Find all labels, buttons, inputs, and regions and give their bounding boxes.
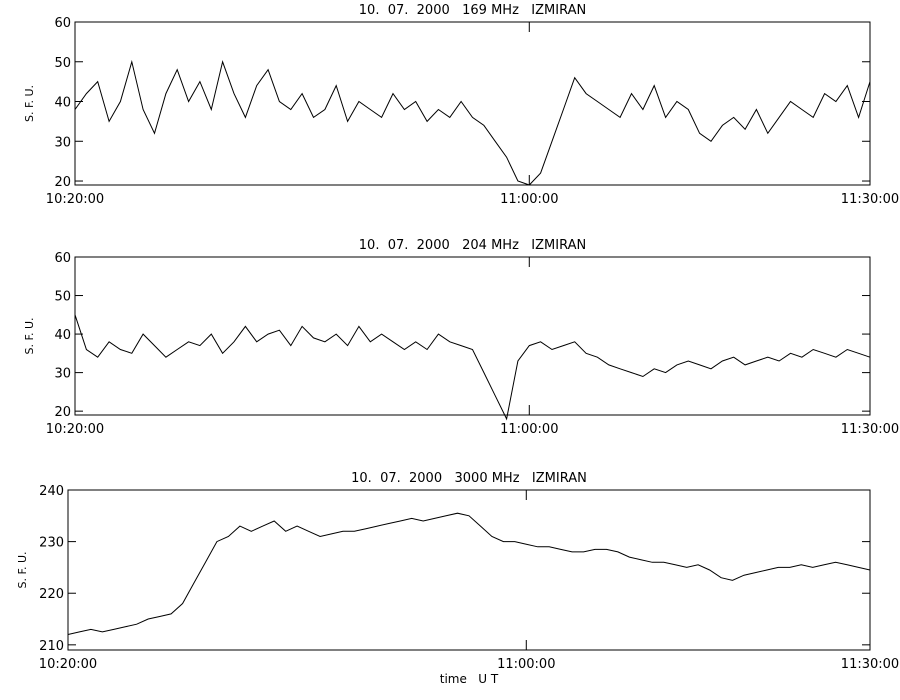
y-tick-label: 30 [54, 367, 71, 382]
x-tick-label: 11:30:00 [841, 422, 899, 437]
x-tick-label: 11:30:00 [841, 192, 899, 207]
panel-title: 10. 07. 2000 3000 MHz IZMIRAN [351, 471, 587, 486]
panel-title: 10. 07. 2000 169 MHz IZMIRAN [359, 3, 586, 18]
data-line [67, 512, 871, 635]
data-line [74, 314, 871, 421]
x-tick-label: 11:30:00 [841, 657, 899, 672]
y-tick-label: 240 [39, 484, 64, 499]
plot-frame [74, 21, 871, 186]
y-axis-label: S. F. U. [23, 85, 36, 122]
y-tick-label: 60 [54, 16, 71, 31]
y-axis-label: S. F. U. [16, 551, 29, 588]
y-tick-label: 50 [54, 56, 71, 71]
y-tick-label: 40 [54, 96, 71, 111]
x-tick-label: 10:20:00 [46, 422, 104, 437]
plot-frame [67, 489, 871, 651]
y-tick-label: 60 [54, 251, 71, 266]
x-tick-label: 10:20:00 [46, 192, 104, 207]
x-tick-label: 10:20:00 [39, 657, 97, 672]
plot-frame [74, 256, 871, 416]
x-tick-label: 11:00:00 [497, 657, 555, 672]
y-tick-label: 210 [39, 639, 64, 654]
y-tick-label: 20 [54, 175, 71, 190]
y-tick-label: 20 [54, 405, 71, 420]
data-line [74, 59, 871, 186]
y-tick-label: 40 [54, 328, 71, 343]
x-axis-label: time U T [440, 672, 499, 686]
y-tick-label: 50 [54, 290, 71, 305]
y-tick-label: 30 [54, 135, 71, 150]
y-axis-label: S. F. U. [23, 317, 36, 354]
y-tick-label: 230 [39, 536, 64, 551]
x-tick-label: 11:00:00 [500, 422, 558, 437]
panel-title: 10. 07. 2000 204 MHz IZMIRAN [359, 238, 586, 253]
y-tick-label: 220 [39, 587, 64, 602]
x-tick-label: 11:00:00 [500, 192, 558, 207]
